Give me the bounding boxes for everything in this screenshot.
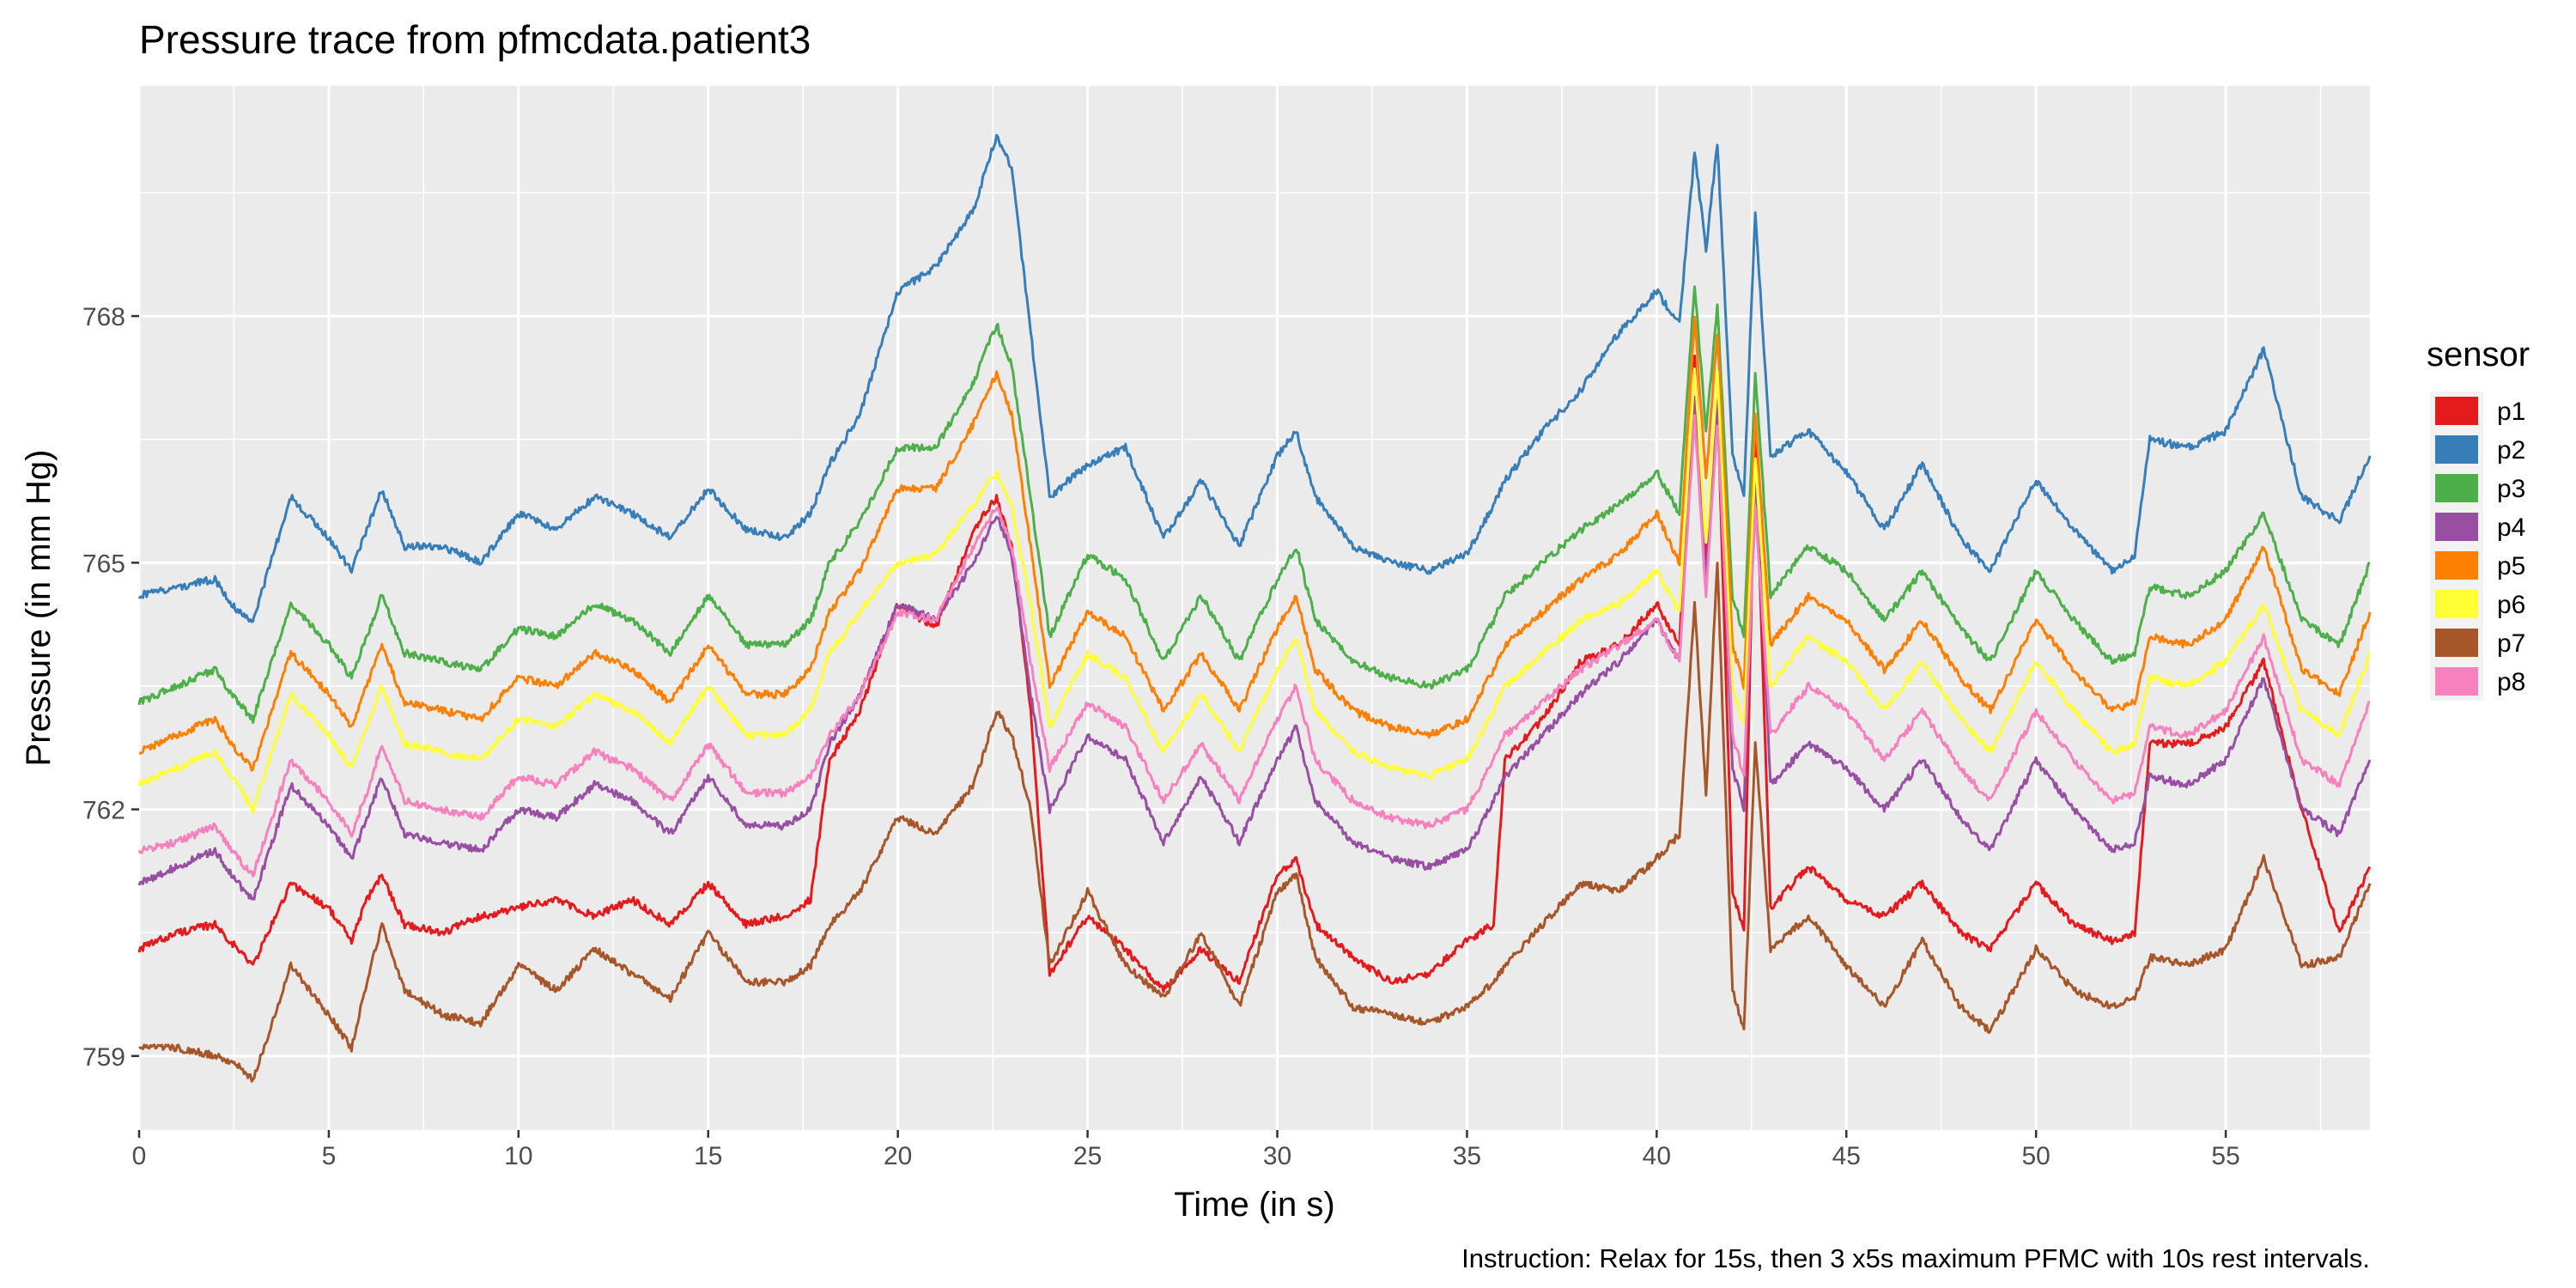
y-tick-label: 765 xyxy=(82,550,125,578)
y-axis-title: Pressure (in mm Hg) xyxy=(20,450,58,767)
x-tick-label: 40 xyxy=(1643,1142,1671,1170)
legend-swatch-p6 xyxy=(2435,590,2478,618)
legend-swatch-p1 xyxy=(2435,397,2478,425)
legend-swatch-p5 xyxy=(2435,551,2478,580)
series-line-p3 xyxy=(137,285,2371,724)
x-tick-label: 35 xyxy=(1453,1142,1481,1170)
x-tick-label: 55 xyxy=(2211,1142,2239,1170)
y-axis: 759 762 765 768 xyxy=(82,303,139,1072)
x-tick-label: 45 xyxy=(1832,1142,1861,1170)
y-tick-label: 768 xyxy=(82,303,125,331)
chart-title: Pressure trace from pfmcdata.patient3 xyxy=(139,17,811,62)
series-line-p5 xyxy=(139,315,2372,772)
x-tick-label: 30 xyxy=(1263,1142,1291,1170)
legend-swatch-p3 xyxy=(2435,474,2478,502)
x-tick-label: 15 xyxy=(694,1142,722,1170)
x-tick-label: 50 xyxy=(2021,1142,2050,1170)
legend-swatch-p2 xyxy=(2435,435,2478,464)
legend-swatch-p7 xyxy=(2435,629,2478,657)
legend-label-p4: p4 xyxy=(2497,513,2525,542)
legend-swatch-p8 xyxy=(2435,667,2478,696)
y-tick-label: 762 xyxy=(82,797,125,825)
x-tick-label: 10 xyxy=(504,1142,532,1170)
series-line-p4 xyxy=(137,395,2372,901)
series-line-p7 xyxy=(138,562,2372,1083)
legend-label-p5: p5 xyxy=(2497,552,2525,580)
legend-swatch-p4 xyxy=(2435,513,2478,541)
y-tick-label: 759 xyxy=(82,1043,125,1072)
series-line-p8 xyxy=(137,414,2371,878)
legend-title: sensor xyxy=(2427,336,2530,374)
legend-label-p7: p7 xyxy=(2497,629,2525,658)
x-axis: 0 5 10 15 20 25 30 35 40 45 50 55 xyxy=(132,1130,2240,1170)
legend-label-p1: p1 xyxy=(2497,398,2525,426)
major-gridlines xyxy=(137,86,2370,1130)
legend-label-p3: p3 xyxy=(2497,475,2525,503)
legend-items: p1 p2 p3 p4 p5 p6 p7 p8 xyxy=(2430,392,2525,701)
series-line-p1 xyxy=(137,355,2372,993)
x-tick-label: 5 xyxy=(322,1142,337,1170)
series-line-p2 xyxy=(137,133,2372,623)
series-line-p6 xyxy=(137,368,2372,815)
legend-label-p6: p6 xyxy=(2497,591,2525,619)
x-tick-label: 0 xyxy=(132,1142,147,1170)
x-tick-label: 20 xyxy=(884,1142,912,1170)
data-series xyxy=(137,133,2372,1083)
chart-caption: Instruction: Relax for 15s, then 3 x5s m… xyxy=(1461,1243,2370,1273)
minor-gridlines xyxy=(139,86,2370,1130)
legend: sensor p1 p2 p3 p4 p5 p6 p7 p8 xyxy=(2427,336,2530,701)
x-tick-label: 25 xyxy=(1073,1142,1102,1170)
legend-label-p2: p2 xyxy=(2497,436,2525,465)
legend-label-p8: p8 xyxy=(2497,668,2525,696)
x-axis-title: Time (in s) xyxy=(1174,1186,1334,1224)
